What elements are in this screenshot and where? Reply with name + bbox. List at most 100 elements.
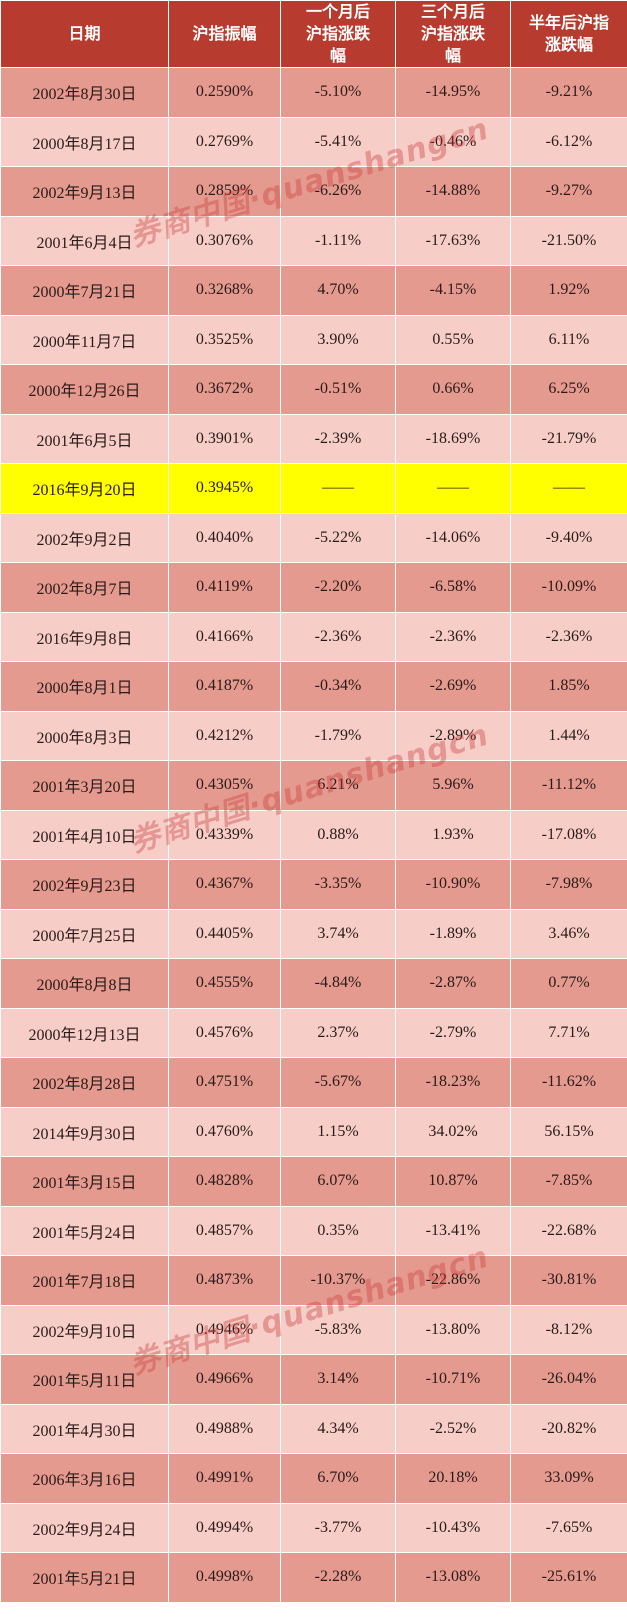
table-body: 2002年8月30日 0.2590% -5.10% -14.95% -9.21% 2000… <box>0 67 627 1603</box>
cell-half-year: -9.27% <box>510 166 627 217</box>
cell-half-year: 33.09% <box>510 1453 627 1504</box>
cell-half-year: -10.09% <box>510 562 627 613</box>
cell-three-month: -18.23% <box>395 1057 511 1108</box>
cell-three-month: 1.93% <box>395 809 511 860</box>
cell-one-month: -4.84% <box>280 958 396 1009</box>
cell-half-year: -7.98% <box>510 859 627 910</box>
table-row-highlighted: 2016年9月20日 0.3945% —— —— —— <box>0 463 627 514</box>
cell-three-month: -10.43% <box>395 1502 511 1553</box>
cell-half-year: -21.79% <box>510 413 627 464</box>
cell-amplitude: 0.3945% <box>168 463 281 514</box>
cell-amplitude: 0.4760% <box>168 1106 281 1157</box>
cell-date: 2001年3月15日 <box>0 1156 169 1207</box>
cell-amplitude: 0.4040% <box>168 512 281 563</box>
cell-three-month: -13.41% <box>395 1205 511 1256</box>
table-row: 2006年3月16日 0.4991% 6.70% 20.18% 33.09% <box>0 1453 627 1504</box>
cell-date: 2001年3月20日 <box>0 760 169 811</box>
table-row: 2016年9月8日 0.4166% -2.36% -2.36% -2.36% <box>0 611 627 662</box>
cell-three-month: -0.46% <box>395 116 511 167</box>
cell-one-month: 4.70% <box>280 265 396 316</box>
cell-half-year: -2.36% <box>510 611 627 662</box>
cell-three-month: -13.08% <box>395 1552 511 1603</box>
cell-date: 2014年9月30日 <box>0 1106 169 1157</box>
cell-one-month: -5.10% <box>280 67 396 118</box>
cell-one-month: 3.90% <box>280 314 396 365</box>
header-row: 日期 沪指振幅 一个月后沪指涨跌幅 三个月后沪指涨跌幅 半年后沪指涨跌幅 <box>0 0 627 68</box>
cell-three-month: —— <box>395 463 511 514</box>
cell-date: 2000年8月8日 <box>0 958 169 1009</box>
cell-half-year: -11.12% <box>510 760 627 811</box>
cell-three-month: -22.86% <box>395 1255 511 1306</box>
cell-one-month: 1.15% <box>280 1106 396 1157</box>
cell-amplitude: 0.3268% <box>168 265 281 316</box>
cell-amplitude: 0.3672% <box>168 364 281 415</box>
cell-one-month: -5.41% <box>280 116 396 167</box>
cell-date: 2006年3月16日 <box>0 1453 169 1504</box>
table-row: 2001年6月5日 0.3901% -2.39% -18.69% -21.79% <box>0 413 627 464</box>
cell-amplitude: 0.4187% <box>168 661 281 712</box>
cell-one-month: -2.28% <box>280 1552 396 1603</box>
table-row: 2000年8月3日 0.4212% -1.79% -2.89% 1.44% <box>0 710 627 761</box>
cell-amplitude: 0.4873% <box>168 1255 281 1306</box>
table-row: 2000年7月21日 0.3268% 4.70% -4.15% 1.92% <box>0 265 627 316</box>
cell-half-year: 56.15% <box>510 1106 627 1157</box>
cell-one-month: -1.11% <box>280 215 396 266</box>
cell-amplitude: 0.4166% <box>168 611 281 662</box>
table-row: 2002年8月28日 0.4751% -5.67% -18.23% -11.62% <box>0 1057 627 1108</box>
cell-amplitude: 0.4998% <box>168 1552 281 1603</box>
table-row: 2002年8月30日 0.2590% -5.10% -14.95% -9.21% <box>0 67 627 118</box>
cell-date: 2016年9月20日 <box>0 463 169 514</box>
cell-date: 2001年6月4日 <box>0 215 169 266</box>
table-header: 日期 沪指振幅 一个月后沪指涨跌幅 三个月后沪指涨跌幅 半年后沪指涨跌幅 <box>0 0 627 68</box>
cell-one-month: -2.36% <box>280 611 396 662</box>
cell-date: 2002年8月30日 <box>0 67 169 118</box>
cell-amplitude: 0.4367% <box>168 859 281 910</box>
table-row: 2001年5月24日 0.4857% 0.35% -13.41% -22.68% <box>0 1205 627 1256</box>
cell-one-month: -3.35% <box>280 859 396 910</box>
cell-amplitude: 0.4828% <box>168 1156 281 1207</box>
cell-three-month: -2.79% <box>395 1007 511 1058</box>
cell-three-month: -17.63% <box>395 215 511 266</box>
cell-half-year: -9.21% <box>510 67 627 118</box>
cell-half-year: -8.12% <box>510 1304 627 1355</box>
cell-one-month: 6.07% <box>280 1156 396 1207</box>
cell-date: 2002年9月13日 <box>0 166 169 217</box>
header-one-month: 一个月后沪指涨跌幅 <box>280 0 396 68</box>
cell-date: 2001年5月11日 <box>0 1354 169 1405</box>
cell-date: 2000年7月21日 <box>0 265 169 316</box>
cell-date: 2002年8月28日 <box>0 1057 169 1108</box>
table-row: 2001年5月11日 0.4966% 3.14% -10.71% -26.04% <box>0 1354 627 1405</box>
header-date: 日期 <box>0 0 169 68</box>
cell-half-year: 1.85% <box>510 661 627 712</box>
cell-one-month: 3.74% <box>280 908 396 959</box>
table-row: 2000年11月7日 0.3525% 3.90% 0.55% 6.11% <box>0 314 627 365</box>
cell-one-month: -5.67% <box>280 1057 396 1108</box>
cell-date: 2002年9月2日 <box>0 512 169 563</box>
table-row: 2000年8月1日 0.4187% -0.34% -2.69% 1.85% <box>0 661 627 712</box>
cell-one-month: -2.39% <box>280 413 396 464</box>
cell-three-month: -18.69% <box>395 413 511 464</box>
cell-date: 2001年7月18日 <box>0 1255 169 1306</box>
cell-one-month: -5.83% <box>280 1304 396 1355</box>
cell-half-year: -25.61% <box>510 1552 627 1603</box>
cell-three-month: -14.06% <box>395 512 511 563</box>
table-row: 2002年9月24日 0.4994% -3.77% -10.43% -7.65% <box>0 1502 627 1553</box>
cell-three-month: -14.95% <box>395 67 511 118</box>
cell-amplitude: 0.4119% <box>168 562 281 613</box>
cell-date: 2000年8月1日 <box>0 661 169 712</box>
cell-date: 2000年7月25日 <box>0 908 169 959</box>
cell-one-month: -1.79% <box>280 710 396 761</box>
cell-one-month: -2.20% <box>280 562 396 613</box>
table-row: 2002年8月7日 0.4119% -2.20% -6.58% -10.09% <box>0 562 627 613</box>
table-row: 2002年9月10日 0.4946% -5.83% -13.80% -8.12% <box>0 1304 627 1355</box>
cell-date: 2000年12月13日 <box>0 1007 169 1058</box>
cell-date: 2002年9月10日 <box>0 1304 169 1355</box>
table-row: 2000年12月13日 0.4576% 2.37% -2.79% 7.71% <box>0 1007 627 1058</box>
cell-date: 2001年5月24日 <box>0 1205 169 1256</box>
cell-half-year: -7.85% <box>510 1156 627 1207</box>
cell-three-month: -13.80% <box>395 1304 511 1355</box>
cell-one-month: 2.37% <box>280 1007 396 1058</box>
cell-amplitude: 0.3076% <box>168 215 281 266</box>
cell-amplitude: 0.4857% <box>168 1205 281 1256</box>
